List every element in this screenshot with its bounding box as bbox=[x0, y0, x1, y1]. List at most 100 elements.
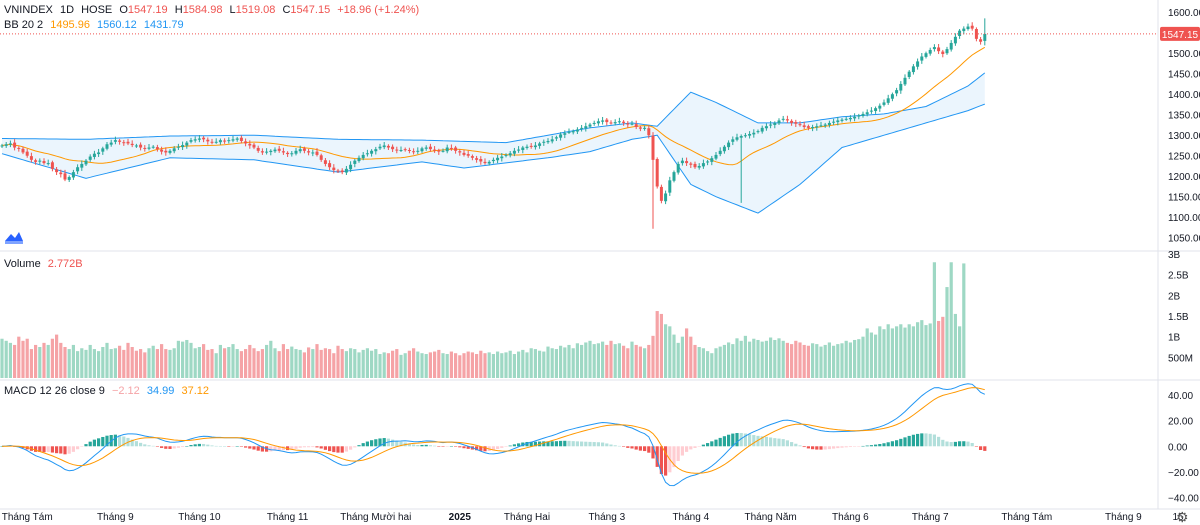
macd-hist-bar bbox=[525, 441, 529, 447]
candle-body bbox=[567, 131, 571, 133]
macd-hist-bar bbox=[218, 445, 222, 447]
candle-body bbox=[962, 28, 966, 32]
volume-bar bbox=[172, 348, 176, 378]
candle-body bbox=[294, 150, 298, 154]
macd-hist-bar bbox=[118, 435, 122, 447]
volume-bar bbox=[781, 340, 785, 378]
macd-hist-bar bbox=[433, 445, 437, 447]
time-tick-label: Tháng 3 bbox=[588, 512, 625, 523]
macd-hist-bar bbox=[907, 435, 911, 447]
macd-legend[interactable]: MACD 12 26 close 9 −2.12 34.99 37.12 bbox=[4, 384, 213, 398]
volume-legend[interactable]: Volume 2.772B bbox=[4, 257, 87, 271]
macd-hist-bar bbox=[953, 441, 957, 447]
low-label: L bbox=[229, 4, 236, 16]
volume-bar bbox=[332, 353, 336, 378]
candle-body bbox=[34, 160, 38, 162]
macd-hist-bar bbox=[756, 435, 760, 447]
macd-hist-bar bbox=[63, 446, 67, 455]
macd-hist-bar bbox=[382, 438, 386, 447]
time-tick-label: Tháng 11 bbox=[267, 512, 309, 523]
volume-bar bbox=[97, 351, 101, 378]
volume-bar bbox=[50, 338, 54, 378]
time-tick-label: Tháng 9 bbox=[1105, 512, 1142, 523]
candle-body bbox=[785, 119, 789, 121]
volume-tick-label: 1B bbox=[1168, 333, 1181, 344]
volume-bar bbox=[265, 344, 269, 378]
candle-body bbox=[210, 141, 214, 143]
candle-body bbox=[983, 33, 987, 41]
candle-body bbox=[227, 140, 231, 142]
macd-hist-bar bbox=[764, 436, 768, 447]
volume-bar bbox=[659, 313, 663, 378]
volume-bar bbox=[134, 350, 138, 378]
macd-hist-bar bbox=[865, 445, 869, 447]
time-tick-label: Tháng Năm bbox=[744, 512, 796, 523]
volume-bar bbox=[794, 340, 798, 378]
candle-body bbox=[798, 124, 802, 126]
macd-axis: −40.00 −20.00 0.00 20.00 40.00 bbox=[1168, 391, 1199, 505]
volume-bar bbox=[76, 351, 80, 378]
volume-bar bbox=[122, 349, 126, 378]
volume-bar bbox=[105, 342, 109, 378]
volume-bar bbox=[512, 354, 516, 378]
interval[interactable]: 1D bbox=[59, 4, 75, 16]
volume-bar bbox=[63, 347, 67, 378]
macd-hist-bar bbox=[311, 446, 315, 448]
volume-bar bbox=[622, 345, 626, 378]
volume-bar bbox=[84, 349, 88, 378]
low-value: 1519.08 bbox=[235, 4, 276, 16]
volume-value: 2.772B bbox=[47, 258, 83, 270]
macd-hist-bar bbox=[185, 446, 189, 447]
bb-legend[interactable]: BB 20 2 1495.96 1560.12 1431.79 bbox=[4, 18, 188, 32]
candle-body bbox=[512, 150, 516, 154]
gear-icon[interactable]: ⚙ bbox=[1176, 509, 1189, 525]
volume-bar bbox=[428, 352, 432, 378]
macd-hist-bar bbox=[517, 443, 521, 447]
candle-body bbox=[223, 140, 227, 142]
volume-bar bbox=[869, 332, 873, 378]
macd-hist-bar bbox=[92, 439, 96, 447]
macd-hist-bar bbox=[622, 446, 626, 447]
volume-bar bbox=[323, 348, 327, 378]
macd-hist-bar bbox=[122, 436, 126, 447]
open-value: 1547.19 bbox=[127, 4, 168, 16]
volume-bar bbox=[311, 349, 315, 378]
candle-body bbox=[202, 137, 206, 140]
candle-body bbox=[130, 143, 134, 146]
candle-body bbox=[218, 140, 222, 143]
macd-hist-bar bbox=[529, 441, 533, 447]
macd-hist-bar bbox=[596, 442, 600, 447]
macd-hist-bar bbox=[970, 442, 974, 447]
candle-body bbox=[869, 110, 873, 112]
macd-hist-bar bbox=[903, 437, 907, 447]
candle-body bbox=[521, 147, 525, 150]
macd-hist-bar bbox=[605, 443, 609, 447]
candle-body bbox=[416, 150, 420, 152]
volume-bar bbox=[571, 348, 575, 378]
volume-bar bbox=[479, 350, 483, 378]
volume-bar bbox=[46, 344, 50, 378]
macd-hist-bar bbox=[454, 446, 458, 447]
volume-bar bbox=[630, 341, 634, 378]
volume-bar bbox=[399, 354, 403, 378]
volume-bar bbox=[273, 348, 277, 378]
symbol-name[interactable]: VNINDEX bbox=[4, 4, 53, 16]
volume-bar bbox=[302, 352, 306, 378]
candle-body bbox=[584, 126, 588, 129]
tradingview-logo-icon[interactable] bbox=[4, 228, 24, 246]
volume-bar bbox=[508, 350, 512, 378]
candle-body bbox=[550, 139, 554, 142]
candle-body bbox=[743, 135, 747, 137]
volume-bar bbox=[735, 338, 739, 378]
volume-bar bbox=[907, 324, 911, 378]
candle-body bbox=[773, 122, 777, 125]
macd-hist-bar bbox=[349, 446, 353, 450]
candle-body bbox=[97, 152, 101, 155]
candle-body bbox=[466, 154, 470, 156]
macd-signal-value: 37.12 bbox=[181, 385, 209, 397]
candle-body bbox=[689, 163, 693, 165]
volume-bar bbox=[676, 342, 680, 378]
volume-bar bbox=[903, 327, 907, 378]
macd-hist-bar bbox=[361, 443, 365, 447]
